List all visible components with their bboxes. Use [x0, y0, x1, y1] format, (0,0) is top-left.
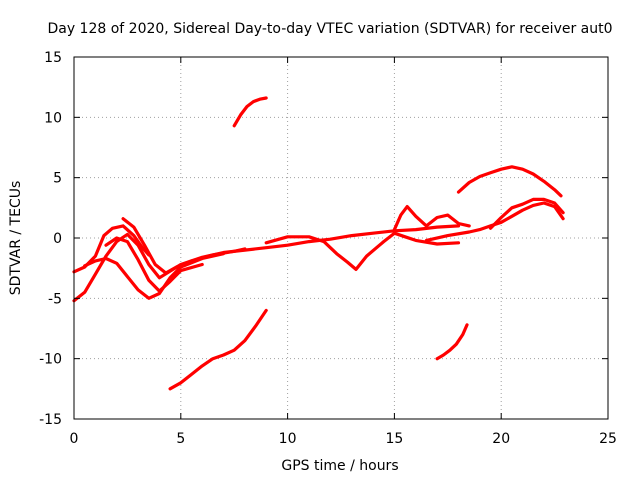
series-line-arc-10 [456, 165, 563, 198]
x-tick-label: 5 [176, 431, 185, 447]
y-tick-label: -10 [39, 352, 62, 368]
y-tick-label: 0 [53, 231, 62, 247]
series-line-arc-1 [72, 224, 461, 303]
series-group [72, 96, 565, 391]
y-tick-label: -5 [48, 291, 62, 307]
series-line-arc-6 [264, 231, 461, 271]
series-line-arc-3 [83, 252, 226, 300]
y-tick-label: -15 [39, 412, 62, 428]
series-line-arc-5 [121, 217, 247, 275]
x-tick-label: 0 [70, 431, 79, 447]
x-axis-label: GPS time / hours [281, 458, 398, 474]
x-tick-label: 25 [599, 431, 617, 447]
y-axis-label: SDTVAR / TECUs [8, 181, 24, 296]
x-tick-label: 10 [279, 431, 297, 447]
series-line-arc-7 [392, 205, 471, 232]
series-line-arc-13 [435, 323, 469, 361]
y-tick-label: 15 [44, 50, 62, 66]
y-tick-label: 5 [53, 171, 62, 187]
ticks: 0 5 10 15 20 25 -15 -10 -5 0 5 10 15 [39, 50, 617, 447]
y-tick-label: 10 [44, 110, 62, 126]
x-tick-label: 15 [385, 431, 403, 447]
series-line-arc-12 [168, 308, 268, 391]
series-line-arc-9 [488, 197, 565, 230]
chart-title: Day 128 of 2020, Sidereal Day-to-day VTE… [47, 21, 612, 37]
x-tick-label: 20 [492, 431, 510, 447]
series-line-arc-4 [104, 236, 204, 293]
series-line-arc-8 [424, 201, 565, 242]
series-line-arc-11 [232, 96, 268, 128]
